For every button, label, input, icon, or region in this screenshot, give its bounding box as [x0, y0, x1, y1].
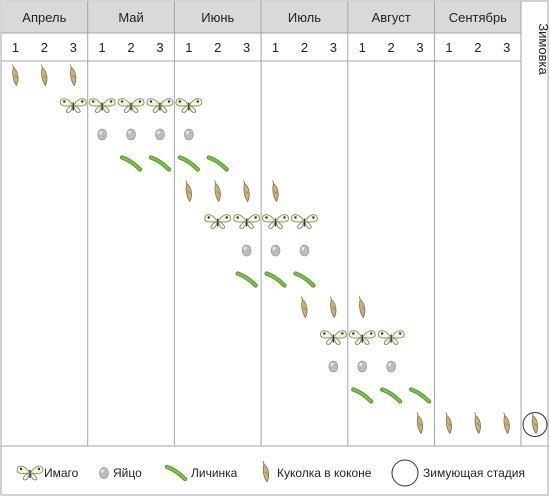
- decade-label: 2: [388, 40, 395, 55]
- egg-mark: [155, 128, 165, 141]
- imago-mark: [59, 98, 87, 113]
- decade-label: 3: [416, 40, 423, 55]
- imago-mark: [204, 214, 232, 229]
- larva-mark: [148, 155, 172, 172]
- pupa-mark: [272, 180, 279, 203]
- egg-mark: [241, 244, 252, 257]
- month-label: Июль: [288, 10, 321, 25]
- decade-label: 2: [301, 40, 308, 55]
- egg-mark: [357, 360, 368, 373]
- overwintering-circle: [522, 412, 548, 437]
- egg-mark: [386, 360, 396, 373]
- decade-label: 2: [41, 40, 48, 55]
- decade-label: 2: [474, 40, 481, 55]
- egg-mark: [328, 360, 339, 373]
- egg-mark: [299, 244, 310, 257]
- decade-label: 3: [330, 40, 337, 55]
- pupa-mark: [329, 296, 337, 319]
- month-label: Май: [118, 10, 143, 25]
- decade-label: 1: [359, 40, 366, 55]
- decade-label: 1: [272, 40, 279, 55]
- decade-label: 2: [127, 40, 134, 55]
- imago-mark: [175, 98, 203, 113]
- pupa-mark: [474, 412, 481, 435]
- larva-mark: [351, 387, 374, 404]
- egg-mark: [97, 128, 107, 141]
- decade-label: 3: [503, 40, 510, 55]
- pupa-mark: [416, 412, 424, 435]
- pupa-mark: [358, 296, 366, 319]
- pupa-mark: [69, 64, 77, 87]
- imago-mark: [262, 214, 289, 229]
- legend-item-overwintering: Зимующая стадия: [391, 459, 525, 487]
- decade-label: 1: [12, 40, 19, 55]
- legend-item-imago: Имаго: [16, 465, 79, 481]
- imago-mark: [319, 330, 347, 345]
- pupa-mark: [40, 64, 48, 87]
- pupa-mark: [12, 64, 19, 87]
- larva-mark: [408, 387, 432, 404]
- decade-label: 1: [445, 40, 452, 55]
- egg-mark: [126, 128, 136, 141]
- imago-mark: [348, 330, 376, 345]
- egg-mark: [270, 244, 281, 257]
- decade-label: 3: [70, 40, 77, 55]
- legend-item-larva: Личинка: [164, 464, 238, 482]
- legend-item-egg: Яйцо: [99, 466, 142, 480]
- pupa-mark: [503, 412, 510, 435]
- legend-label-overwintering: Зимующая стадия: [423, 466, 525, 480]
- month-label: Сентябрь: [449, 10, 507, 25]
- legend-label-larva: Личинка: [191, 466, 238, 480]
- legend-label-pupa: Куколка в коконе: [277, 466, 372, 480]
- decade-label: 3: [156, 40, 163, 55]
- imago-mark: [233, 214, 261, 229]
- imago-mark: [291, 214, 318, 229]
- overwinter-label: Зимовка: [536, 23, 550, 75]
- decade-label: 1: [185, 40, 192, 55]
- decade-label: 1: [99, 40, 106, 55]
- pupa-mark: [445, 412, 452, 435]
- egg-mark: [184, 128, 194, 141]
- larva-mark: [235, 271, 258, 288]
- month-label: Июнь: [201, 10, 234, 25]
- pupa-mark: [185, 180, 192, 203]
- larva-mark: [380, 387, 403, 404]
- month-label: Август: [372, 10, 411, 25]
- larva-mark: [119, 155, 143, 172]
- decade-label: 3: [243, 40, 250, 55]
- larva-mark: [177, 155, 200, 172]
- legend-label-egg: Яйцо: [113, 466, 142, 480]
- imago-mark: [88, 98, 116, 113]
- pupa-mark: [522, 412, 548, 437]
- month-label: Апрель: [22, 10, 66, 25]
- legend-label-imago: Имаго: [44, 466, 79, 480]
- decade-label: 2: [214, 40, 221, 55]
- larva-mark: [293, 271, 316, 288]
- pupa-mark: [214, 180, 221, 203]
- imago-mark: [377, 330, 405, 345]
- imago-mark: [146, 98, 174, 113]
- legend-item-pupa: Куколка в коконе: [262, 460, 372, 483]
- larva-mark: [264, 271, 287, 288]
- legend-overwintering-circle: [391, 459, 419, 487]
- larva-mark: [206, 155, 229, 172]
- pupa-mark: [243, 180, 250, 203]
- imago-mark: [117, 98, 145, 113]
- pupa-mark: [301, 296, 308, 319]
